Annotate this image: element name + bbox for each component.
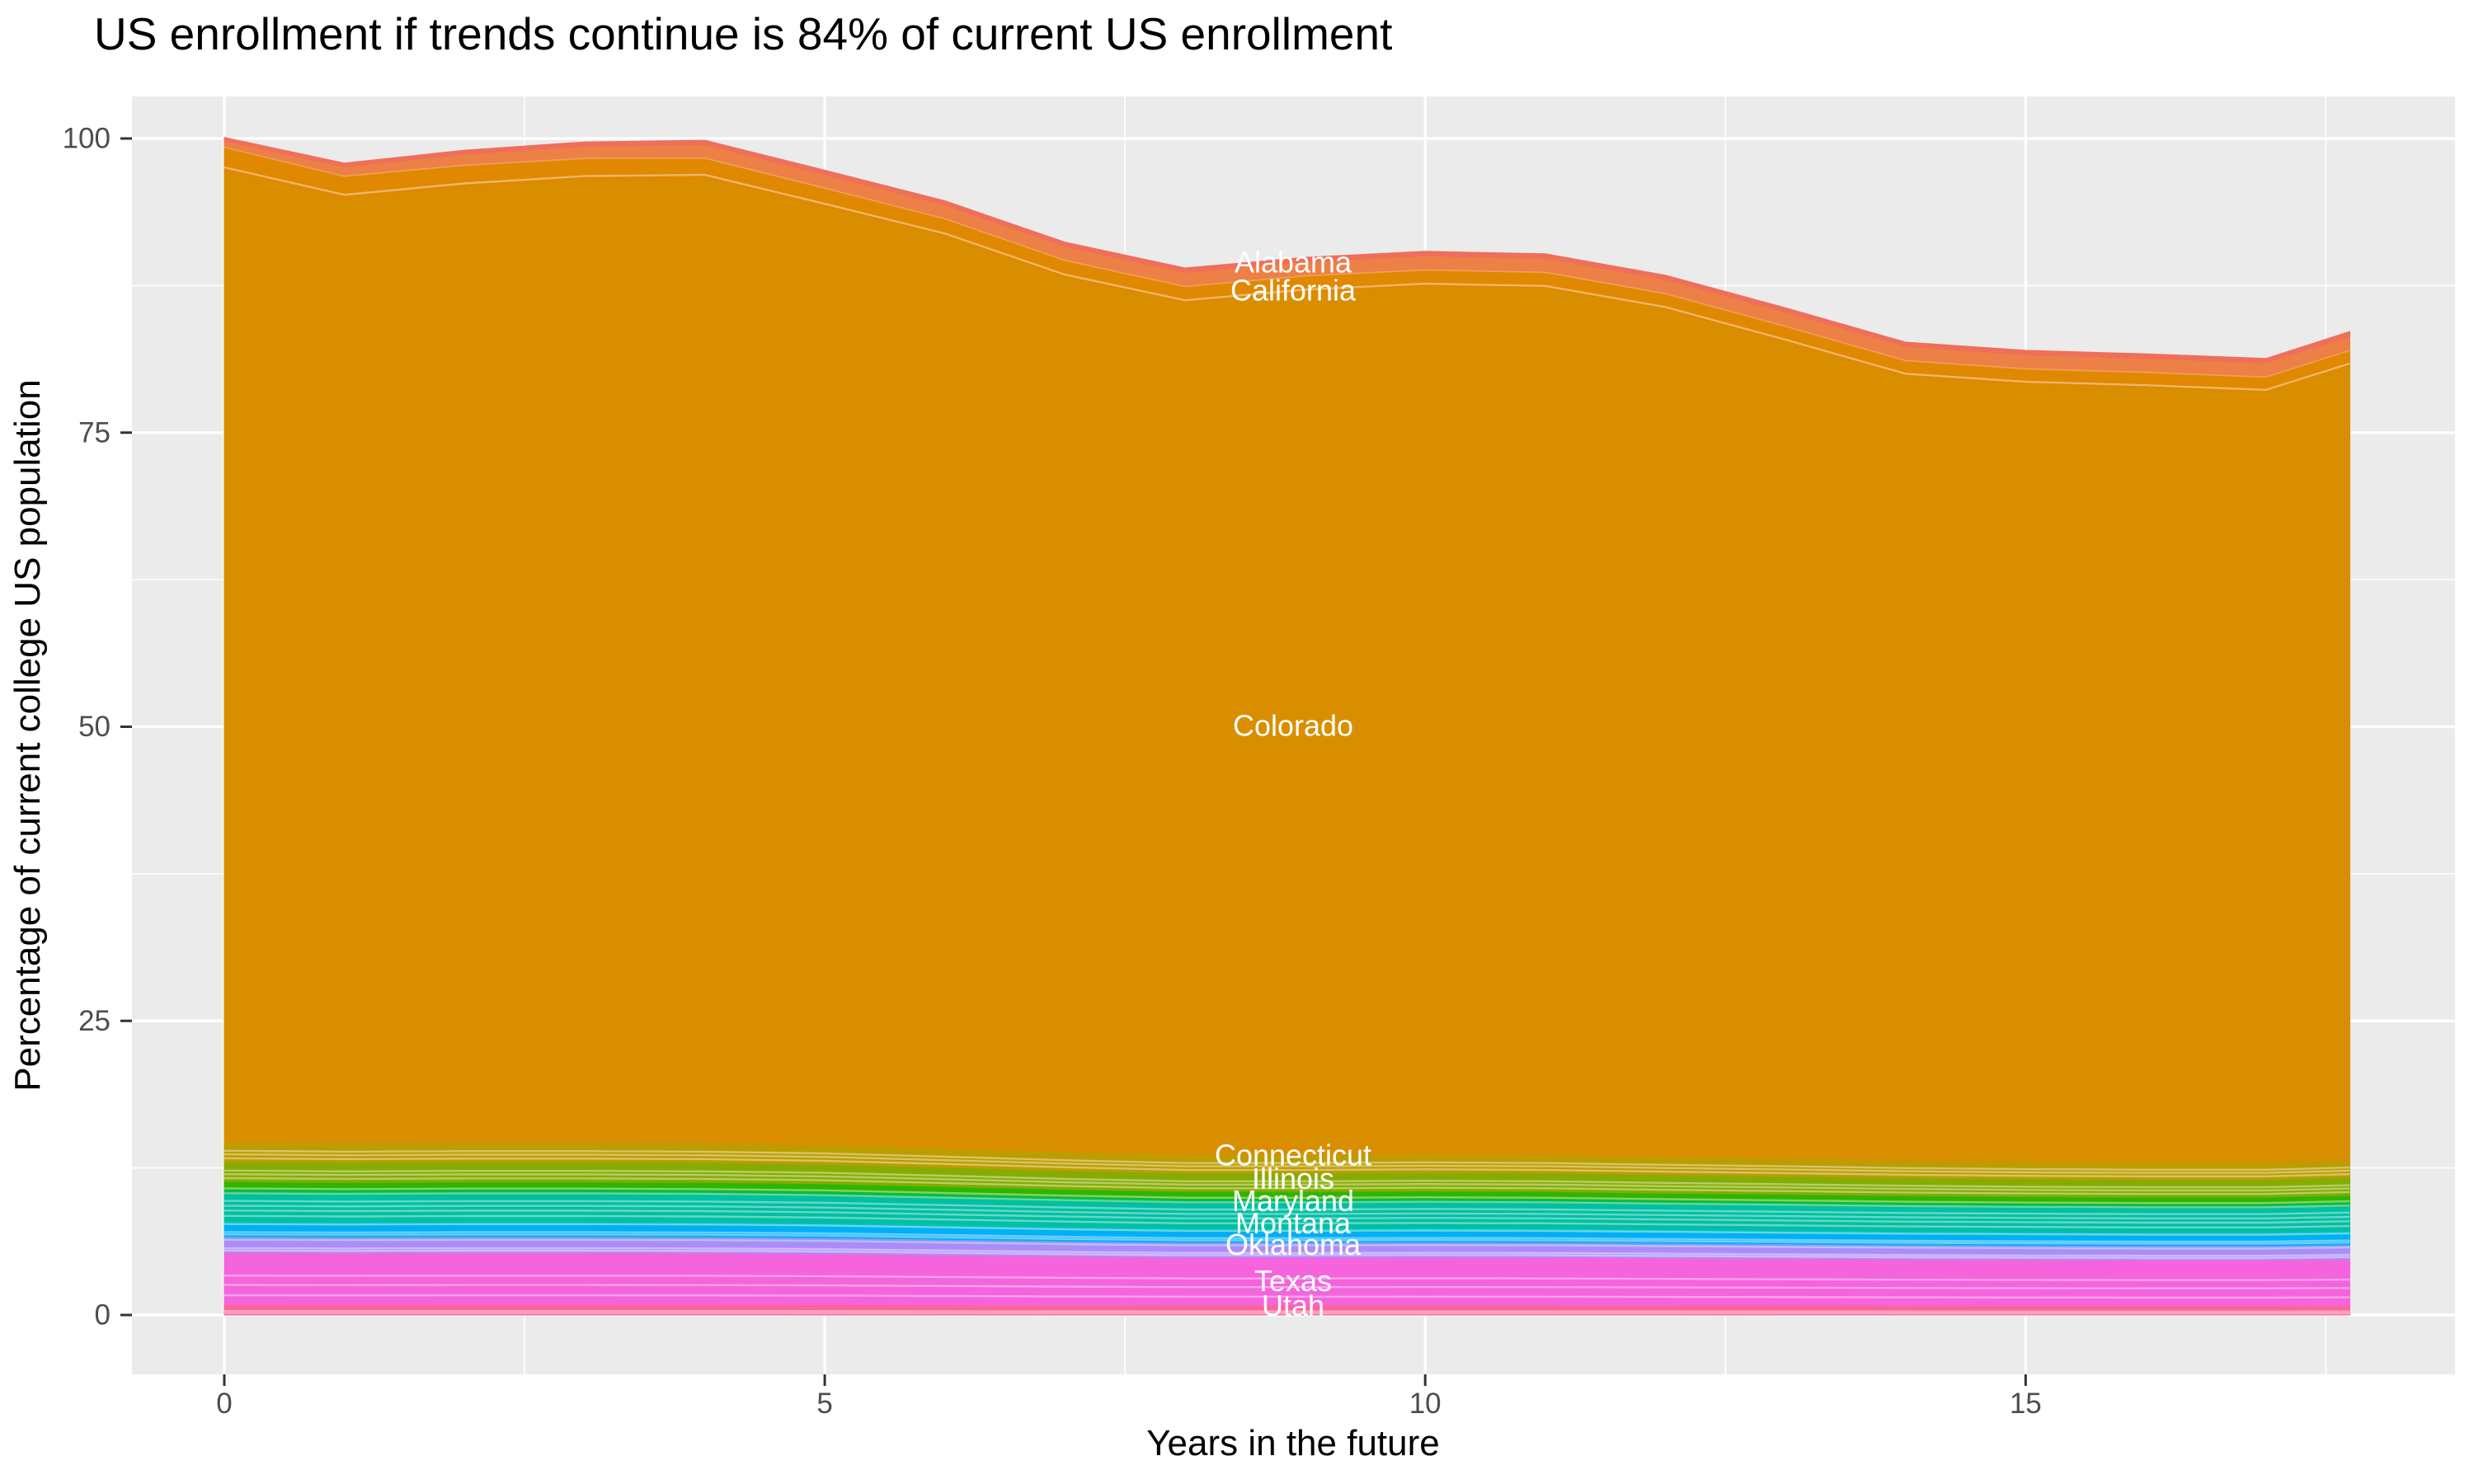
band-streak	[223, 1173, 2350, 1192]
band-streak	[223, 1231, 2350, 1243]
y-tick-label: 0	[95, 1299, 111, 1331]
state-label-illinois: Illinois	[1252, 1162, 1334, 1195]
band-streak	[223, 1249, 2350, 1260]
y-tick-label: 25	[78, 1005, 111, 1037]
x-axis-title: Years in the future	[1146, 1423, 1440, 1463]
band-streak	[224, 1310, 2350, 1313]
band-streak	[223, 1149, 2350, 1171]
band-streak	[223, 1153, 2350, 1174]
y-tick-label: 100	[63, 123, 111, 155]
chart-title: US enrollment if trends continue is 84% …	[94, 8, 1392, 59]
state-label-alabama: Alabama	[1235, 245, 1352, 279]
band-streak	[223, 1214, 2350, 1228]
x-tick-label: 5	[816, 1388, 832, 1420]
y-tick-label: 75	[78, 416, 111, 448]
band-streak	[223, 1294, 2350, 1299]
y-axis-title: Percentage of current college US populat…	[7, 379, 48, 1091]
band-streak	[223, 1200, 2350, 1215]
state-label-colorado: Colorado	[1233, 709, 1353, 743]
band-streak	[223, 1233, 2350, 1245]
band-streak	[223, 1209, 2350, 1224]
state-label-california: California	[1230, 274, 1357, 308]
state-label-montana: Montana	[1235, 1206, 1352, 1240]
area-alabama	[223, 136, 2350, 364]
band-streak	[223, 1205, 2350, 1219]
state-label-maryland: Maryland	[1232, 1184, 1354, 1218]
area-series	[223, 136, 2350, 1316]
band-streak	[223, 1223, 2350, 1236]
state-label-texas: Texas	[1254, 1264, 1332, 1298]
band-streaks	[223, 166, 2350, 1315]
y-tick-label: 50	[78, 711, 111, 743]
state-label-oklahoma: Oklahoma	[1225, 1228, 1362, 1261]
state-label-utah: Utah	[1262, 1289, 1324, 1322]
band-streak	[223, 1187, 2350, 1205]
band-streak	[223, 1192, 2350, 1209]
axis-ticks: 0 25 50 75 100 0 5 10 15	[63, 123, 2042, 1421]
band-streak	[223, 1284, 2350, 1289]
x-tick-label: 15	[2010, 1388, 2042, 1420]
x-tick-label: 0	[216, 1388, 232, 1420]
band-streak	[223, 1176, 2350, 1195]
state-label-connecticut: Connecticut	[1215, 1138, 1371, 1172]
band-streak	[223, 1238, 2350, 1250]
band-streak	[223, 1275, 2350, 1281]
band-streak	[223, 1247, 2350, 1257]
band-streak	[223, 1169, 2350, 1189]
band-streak	[223, 1157, 2350, 1177]
x-tick-label: 10	[1409, 1388, 1442, 1420]
band-streak	[223, 166, 2350, 392]
